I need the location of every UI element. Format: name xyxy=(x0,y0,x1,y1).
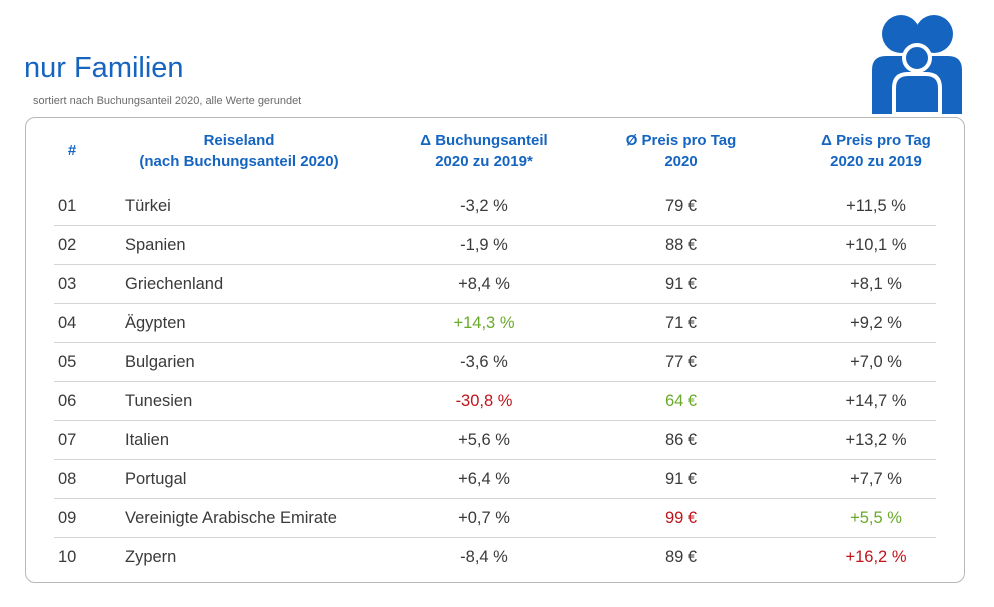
share-change-cell: -8,4 % xyxy=(460,548,508,566)
table-row: 06 Tunesien -30,8 % 64 € +14,7 % xyxy=(26,382,964,421)
price-cell: 79 € xyxy=(664,197,698,215)
row-divider xyxy=(54,264,936,265)
share-change-cell: +8,4 % xyxy=(458,275,510,293)
table-row: 07 Italien +5,6 % 86 € +13,2 % xyxy=(26,421,964,460)
row-divider xyxy=(54,537,936,538)
country-cell: Tunesien xyxy=(125,392,193,410)
share-change-cell: +6,4 % xyxy=(458,470,510,488)
price-change-cell: +10,1 % xyxy=(845,236,907,254)
rank-cell: 03 xyxy=(58,275,77,293)
country-cell: Türkei xyxy=(125,197,171,215)
price-cell: 77 € xyxy=(664,353,698,371)
column-header-price: Ø Preis pro Tag 2020 xyxy=(625,132,737,170)
column-header-price-change: Δ Preis pro Tag 2020 zu 2019 xyxy=(821,132,931,170)
country-cell: Zypern xyxy=(125,548,177,566)
rank-cell: 01 xyxy=(58,197,77,215)
table-row: 03 Griechenland +8,4 % 91 € +8,1 % xyxy=(26,265,964,304)
rank-cell: 09 xyxy=(58,509,77,527)
page-title: nur Familien xyxy=(24,52,184,84)
rank-cell: 07 xyxy=(58,431,77,449)
column-header-country: Reiseland (nach Buchungsanteil 2020) xyxy=(139,132,339,170)
country-cell: Ägypten xyxy=(125,314,186,332)
country-cell: Bulgarien xyxy=(125,353,195,371)
row-divider xyxy=(54,381,936,382)
share-change-cell: +0,7 % xyxy=(458,509,510,527)
price-change-cell: +9,2 % xyxy=(850,314,902,332)
row-divider xyxy=(54,498,936,499)
country-cell: Portugal xyxy=(125,470,187,488)
price-change-cell: +13,2 % xyxy=(845,431,907,449)
table-row: 08 Portugal +6,4 % 91 € +7,7 % xyxy=(26,460,964,499)
rank-cell: 02 xyxy=(58,236,77,254)
share-change-cell: -30,8 % xyxy=(455,392,513,410)
share-change-cell: +14,3 % xyxy=(453,314,515,332)
country-cell: Spanien xyxy=(125,236,186,254)
share-change-cell: -3,6 % xyxy=(460,353,508,371)
rank-cell: 04 xyxy=(58,314,77,332)
page-subtitle: sortiert nach Buchungsanteil 2020, alle … xyxy=(33,95,302,107)
price-cell: 88 € xyxy=(664,236,698,254)
family-icon xyxy=(872,15,962,114)
rank-cell: 05 xyxy=(58,353,77,371)
column-header-share-change: Δ Buchungsanteil 2020 zu 2019* xyxy=(420,132,548,170)
table-row: 09 Vereinigte Arabische Emirate +0,7 % 9… xyxy=(26,499,964,538)
table-row: 05 Bulgarien -3,6 % 77 € +7,0 % xyxy=(26,343,964,382)
country-cell: Vereinigte Arabische Emirate xyxy=(125,509,337,527)
price-cell: 99 € xyxy=(664,509,698,527)
price-cell: 71 € xyxy=(664,314,698,332)
price-change-cell: +5,5 % xyxy=(850,509,902,527)
table-row: 01 Türkei -3,2 % 79 € +11,5 % xyxy=(26,187,964,226)
rank-cell: 10 xyxy=(58,548,77,566)
row-divider xyxy=(54,420,936,421)
share-change-cell: -3,2 % xyxy=(460,197,508,215)
price-change-cell: +14,7 % xyxy=(845,392,907,410)
share-change-cell: +5,6 % xyxy=(458,431,510,449)
price-change-cell: +7,7 % xyxy=(850,470,902,488)
table-row: 10 Zypern -8,4 % 89 € +16,2 % xyxy=(26,538,964,577)
price-change-cell: +16,2 % xyxy=(845,548,907,566)
rank-cell: 06 xyxy=(58,392,77,410)
price-change-cell: +11,5 % xyxy=(846,197,906,215)
row-divider xyxy=(54,459,936,460)
table-row: 02 Spanien -1,9 % 88 € +10,1 % xyxy=(26,226,964,265)
country-cell: Italien xyxy=(125,431,170,449)
table-row: 04 Ägypten +14,3 % 71 € +9,2 % xyxy=(26,304,964,343)
price-change-cell: +8,1 % xyxy=(850,275,902,293)
rank-cell: 08 xyxy=(58,470,77,488)
column-header-rank: # xyxy=(67,142,77,159)
price-cell: 91 € xyxy=(664,470,698,488)
row-divider xyxy=(54,225,936,226)
row-divider xyxy=(54,342,936,343)
country-cell: Griechenland xyxy=(125,275,224,293)
price-cell: 64 € xyxy=(664,392,698,410)
price-cell: 91 € xyxy=(664,275,698,293)
price-change-cell: +7,0 % xyxy=(850,353,902,371)
ranking-table: # Reiseland (nach Buchungsanteil 2020) Δ… xyxy=(25,117,965,583)
row-divider xyxy=(54,303,936,304)
price-cell: 86 € xyxy=(664,431,698,449)
price-cell: 89 € xyxy=(664,548,698,566)
share-change-cell: -1,9 % xyxy=(460,236,508,254)
